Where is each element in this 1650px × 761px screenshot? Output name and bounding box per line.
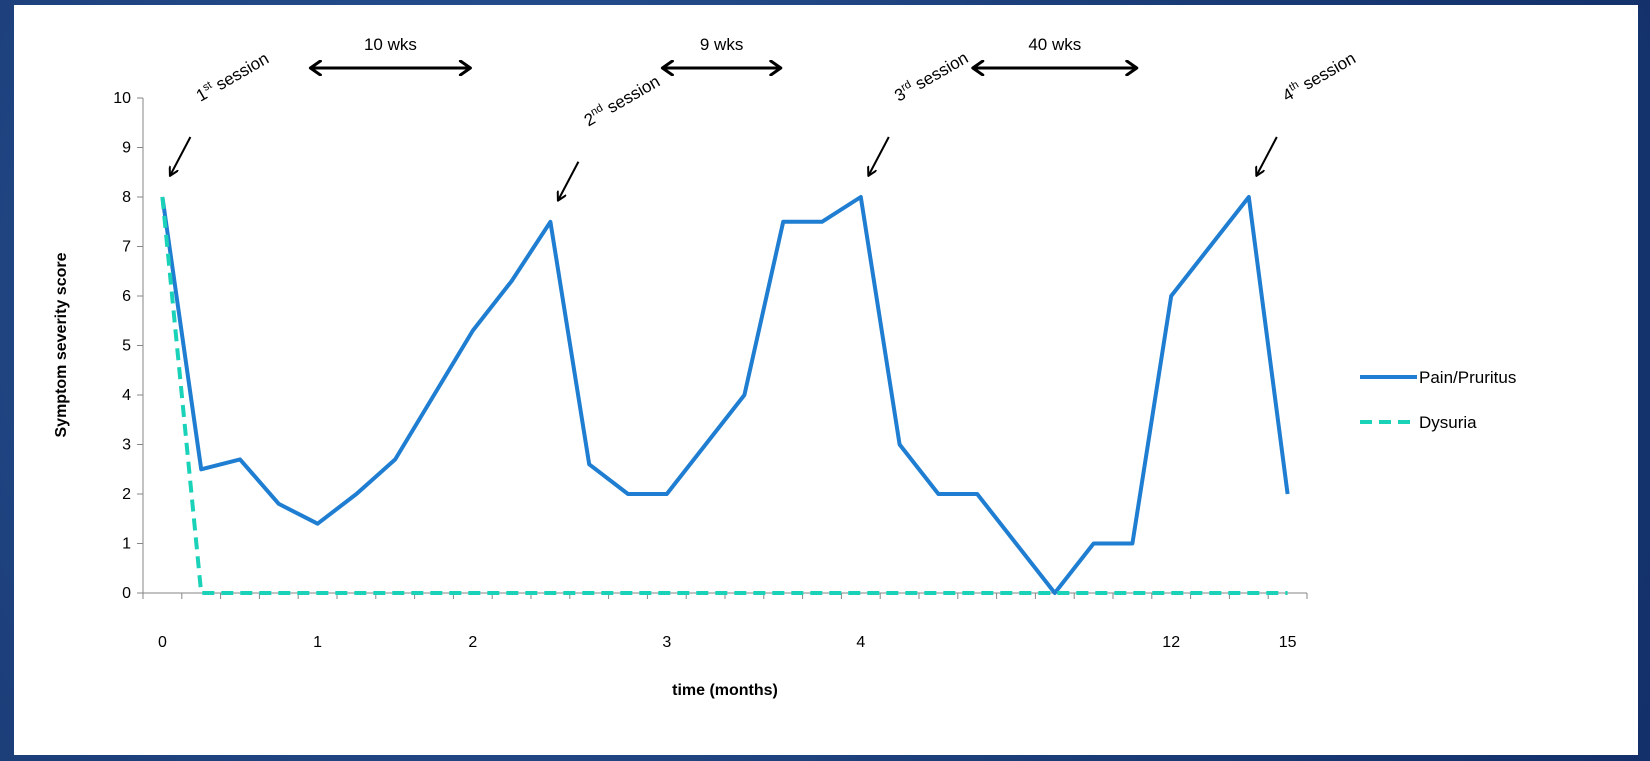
annotations-group: 1st session 2nd session 3rd session 4th ses… [170,35,1359,200]
y-axis-title: Symptom severity score [53,252,70,437]
session-pointer-arrow [869,136,890,175]
session-label: 3rd session [891,47,972,105]
session-label: 4th session [1279,48,1359,106]
session-pointer-arrow [558,161,580,200]
x-tick-label: 2 [468,634,477,651]
series-line-dysuria [160,196,1288,595]
y-tick-label: 4 [122,387,131,404]
session-word: session [209,49,273,97]
x-tick-label: 0 [158,634,167,651]
y-tick-label: 1 [122,536,131,553]
y-tick-label: 10 [113,90,131,107]
session-label: 2nd session [580,71,663,130]
session-ordinal-suffix: nd [589,102,606,119]
y-tick-label: 9 [122,140,131,157]
session-pointer-arrow [1257,136,1278,175]
session-word: session [600,72,664,120]
y-tick-label: 2 [122,486,131,503]
x-axis-title: time (months) [672,682,778,699]
x-tick-label: 15 [1279,634,1297,651]
y-tick-label: 3 [122,437,131,454]
y-tick-label: 0 [122,585,131,602]
session-pointer-arrow [170,136,192,175]
y-tick-label: 5 [122,338,131,355]
chart-panel: 0 1 2 3 4 5 6 7 8 9 10 0 1 2 3 4 12 15 1st session 2nd ses… [14,5,1638,755]
x-tick-label: 12 [1162,634,1180,651]
interval-label: 9 wks [700,35,743,54]
legend-label: Pain/Pruritus [1419,368,1516,387]
y-tick-label: 6 [122,288,131,305]
legend-label: Dysuria [1419,413,1477,432]
interval-label: 10 wks [364,35,417,54]
session-word: session [908,48,972,96]
series-line-pain-pruritus [160,195,1290,595]
interval-label: 40 wks [1028,35,1081,54]
x-tick-label: 3 [662,634,671,651]
y-tick-label: 8 [122,189,131,206]
x-tick-label: 1 [313,634,322,651]
x-tick-label: 4 [856,634,865,651]
session-label: 1st session [192,48,272,106]
y-tick-label: 7 [122,239,131,256]
series-group [160,195,1290,595]
session-word: session [1295,48,1359,96]
legend: Pain/Pruritus Dysuria [1360,368,1516,432]
